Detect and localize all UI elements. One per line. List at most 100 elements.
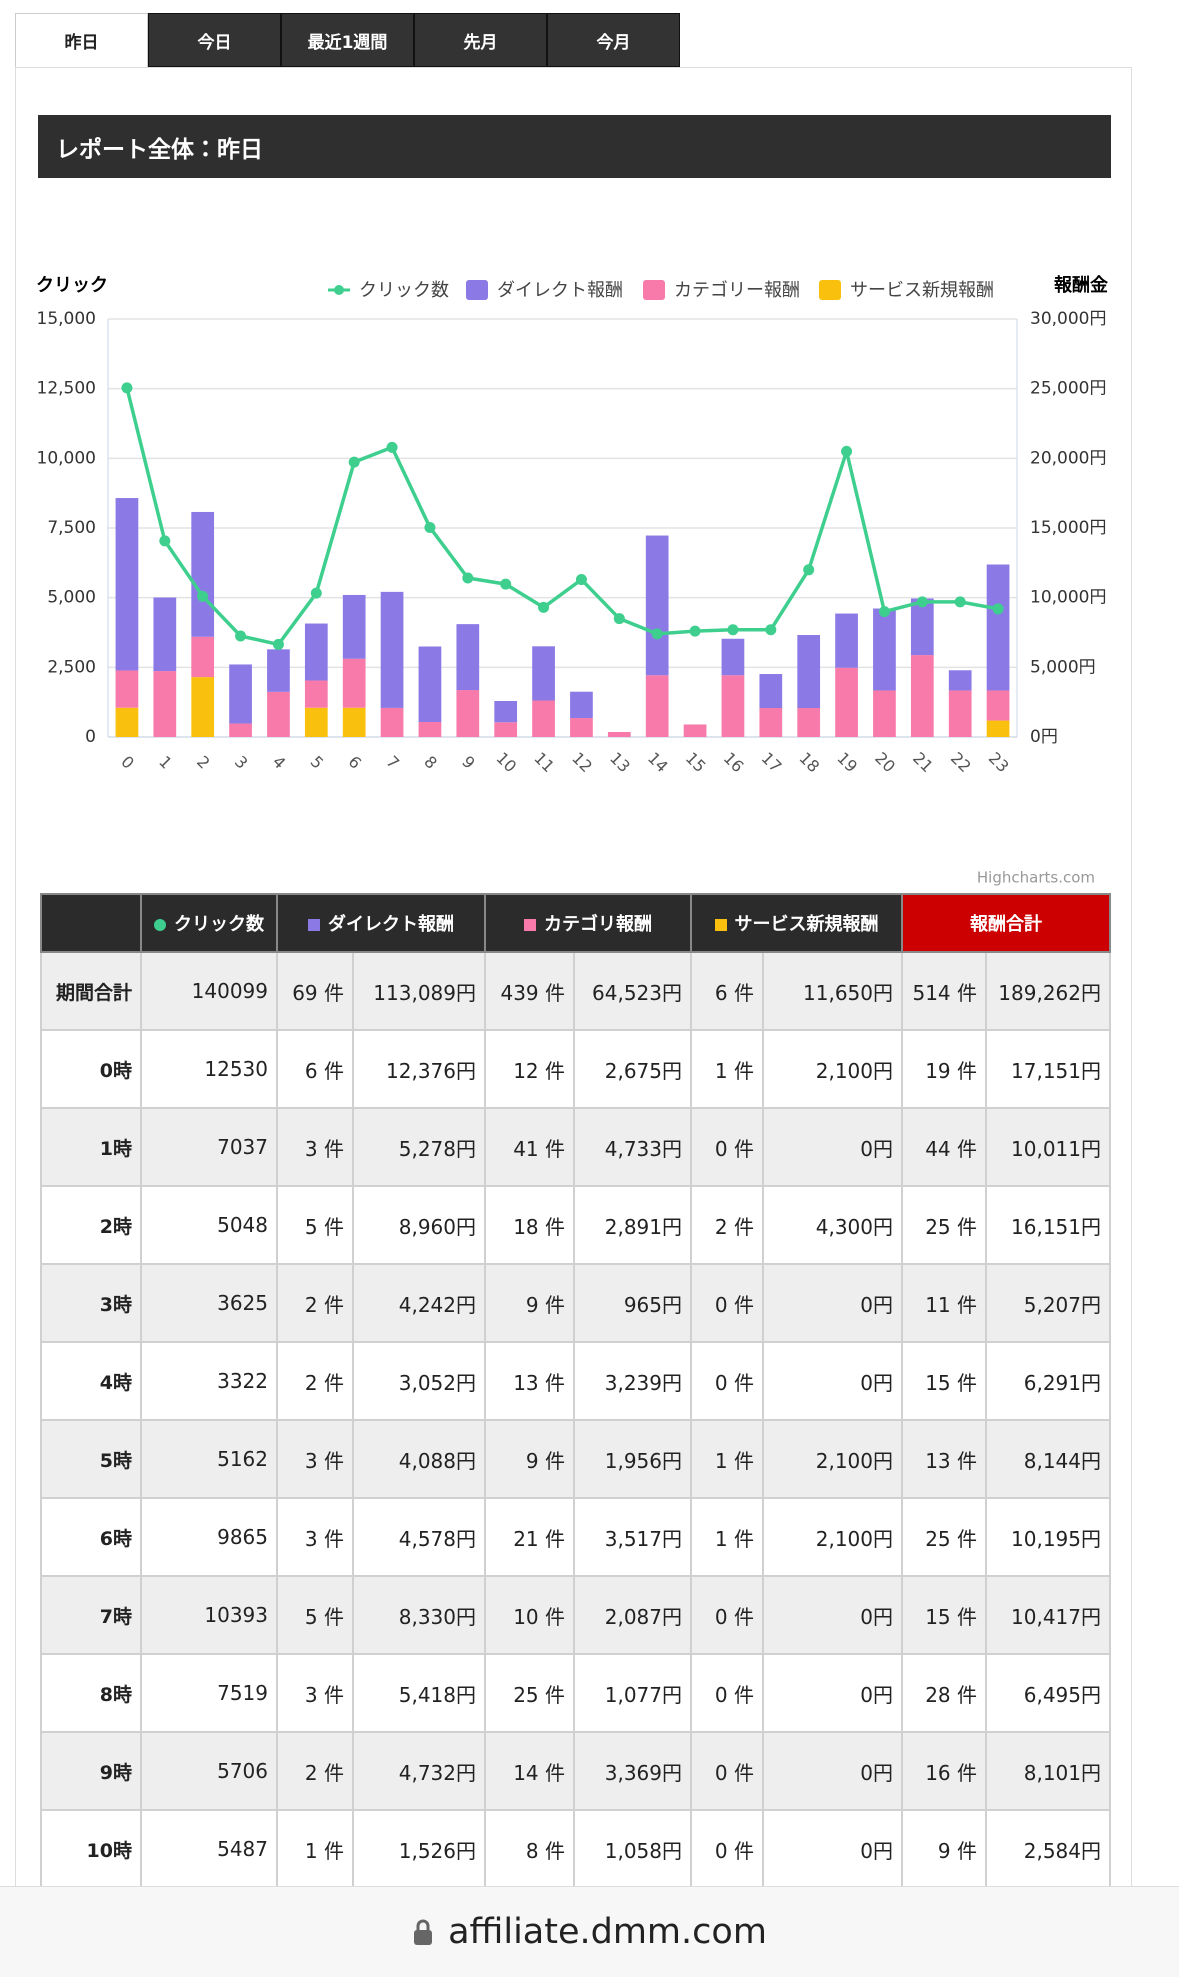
line-point	[500, 578, 512, 590]
line-point	[272, 638, 284, 650]
url: affiliate.dmm.com	[448, 1912, 767, 1952]
bar	[645, 675, 669, 737]
line-point	[386, 441, 398, 453]
bar	[115, 498, 139, 671]
bar	[342, 658, 366, 708]
table-cell: 4,088円	[352, 1419, 486, 1499]
x-tick-label: 7	[382, 752, 403, 773]
bar	[229, 723, 252, 737]
header-marker	[308, 919, 320, 931]
table-cell: 13 件	[901, 1419, 987, 1499]
line-point	[424, 521, 436, 533]
table-cell: 140099	[140, 951, 278, 1031]
x-tick-label: 17	[758, 748, 786, 776]
table-cell: 10,011円	[985, 1107, 1111, 1187]
table-cell: 5487	[140, 1809, 278, 1889]
line-point	[538, 601, 550, 613]
row-label: 9時	[40, 1731, 142, 1811]
bar	[759, 708, 783, 737]
table-cell: 15 件	[901, 1575, 987, 1655]
table-cell: 21 件	[484, 1497, 575, 1577]
table-cell: 0円	[762, 1263, 903, 1343]
header-marker	[154, 919, 166, 931]
bar	[115, 670, 139, 708]
tab[interactable]: 先月	[414, 13, 547, 67]
bar	[456, 690, 480, 737]
bar	[494, 722, 518, 737]
table-cell: 2,675円	[573, 1029, 692, 1109]
table-cell: 6 件	[690, 951, 764, 1031]
table-cell: 439 件	[484, 951, 575, 1031]
table-cell: 8,101円	[985, 1731, 1111, 1811]
x-tick-label: 6	[345, 752, 366, 773]
legend-label[interactable]: クリック数	[359, 280, 449, 301]
table-cell: 3 件	[276, 1419, 354, 1499]
table-cell: 2 件	[276, 1731, 354, 1811]
table-cell: 11,650円	[762, 951, 903, 1031]
y-tick-label: 10,000	[37, 448, 96, 468]
table-row: 3時 3625 2 件 4,242円 9 件 965円 0 件 0円 11 件 5,207円	[40, 1263, 1111, 1343]
table-cell: 5048	[140, 1185, 278, 1265]
y-tick-label: 15,000	[37, 309, 96, 329]
line-point	[803, 564, 815, 576]
table-cell: 2 件	[276, 1341, 354, 1421]
table-cell: 0 件	[690, 1575, 764, 1655]
row-label: 7時	[40, 1575, 142, 1655]
table-cell: 25 件	[901, 1497, 987, 1577]
row-label: 4時	[40, 1341, 142, 1421]
bar	[986, 564, 1010, 691]
line-point	[689, 625, 701, 637]
table-cell: 13 件	[484, 1341, 575, 1421]
row-label: 0時	[40, 1029, 142, 1109]
bar	[948, 670, 972, 691]
tab[interactable]: 今月	[547, 13, 680, 67]
bar	[570, 691, 593, 719]
y-axis-title: クリック	[36, 275, 108, 296]
table-row: 4時 3322 2 件 3,052円 13 件 3,239円 0 件 0円 15 件 6,291円	[40, 1341, 1111, 1421]
table-cell: 8,330円	[352, 1575, 486, 1655]
bar	[835, 613, 858, 668]
bar	[570, 718, 593, 737]
legend-label[interactable]: ダイレクト報酬	[497, 280, 623, 301]
bar	[267, 691, 290, 737]
x-tick-label: 3	[231, 752, 252, 773]
legend-label[interactable]: サービス新規報酬	[850, 280, 994, 301]
table-cell: 9 件	[901, 1809, 987, 1889]
bar	[645, 535, 669, 676]
bar	[304, 623, 328, 681]
line-point	[992, 603, 1004, 615]
table-row: 10時 5487 1 件 1,526円 8 件 1,058円 0 件 0円 9 件 2,584円	[40, 1809, 1111, 1889]
tab[interactable]: 今日	[148, 13, 281, 67]
table-header: クリック数 ダイレクト報酬 カテゴリ報酬 サービス新規報酬 報酬合計	[40, 893, 1111, 953]
table-cell: 8 件	[484, 1809, 575, 1889]
table-cell: 8,144円	[985, 1419, 1111, 1499]
tab[interactable]: 昨日	[15, 13, 148, 67]
tab[interactable]: 最近1週間	[281, 13, 414, 67]
row-label: 期間合計	[40, 951, 142, 1031]
table-cell: 965円	[573, 1263, 692, 1343]
bar	[721, 675, 745, 737]
table-cell: 28 件	[901, 1653, 987, 1733]
table-row: 5時 5162 3 件 4,088円 9 件 1,956円 1 件 2,100円 13 件 8,1…	[40, 1419, 1111, 1499]
bar	[910, 655, 934, 737]
table-cell: 12 件	[484, 1029, 575, 1109]
table-cell: 6,291円	[985, 1341, 1111, 1421]
legend-label[interactable]: カテゴリー報酬	[674, 280, 800, 301]
table-cell: 17,151円	[985, 1029, 1111, 1109]
table-cell: 4,733円	[573, 1107, 692, 1187]
table-cell: 9 件	[484, 1263, 575, 1343]
bar	[229, 664, 252, 724]
header-label: カテゴリ報酬	[544, 914, 652, 935]
y2-tick-label: 10,000円	[1030, 588, 1106, 608]
y-tick-label: 2,500	[47, 657, 96, 677]
header-cell	[40, 893, 142, 953]
table-cell: 44 件	[901, 1107, 987, 1187]
bar	[418, 721, 442, 737]
table-cell: 1 件	[690, 1497, 764, 1577]
x-tick-label: 20	[871, 748, 899, 776]
table-cell: 4,578円	[352, 1497, 486, 1577]
header-label: ダイレクト報酬	[328, 914, 454, 935]
table-cell: 5,207円	[985, 1263, 1111, 1343]
table-cell: 2,891円	[573, 1185, 692, 1265]
